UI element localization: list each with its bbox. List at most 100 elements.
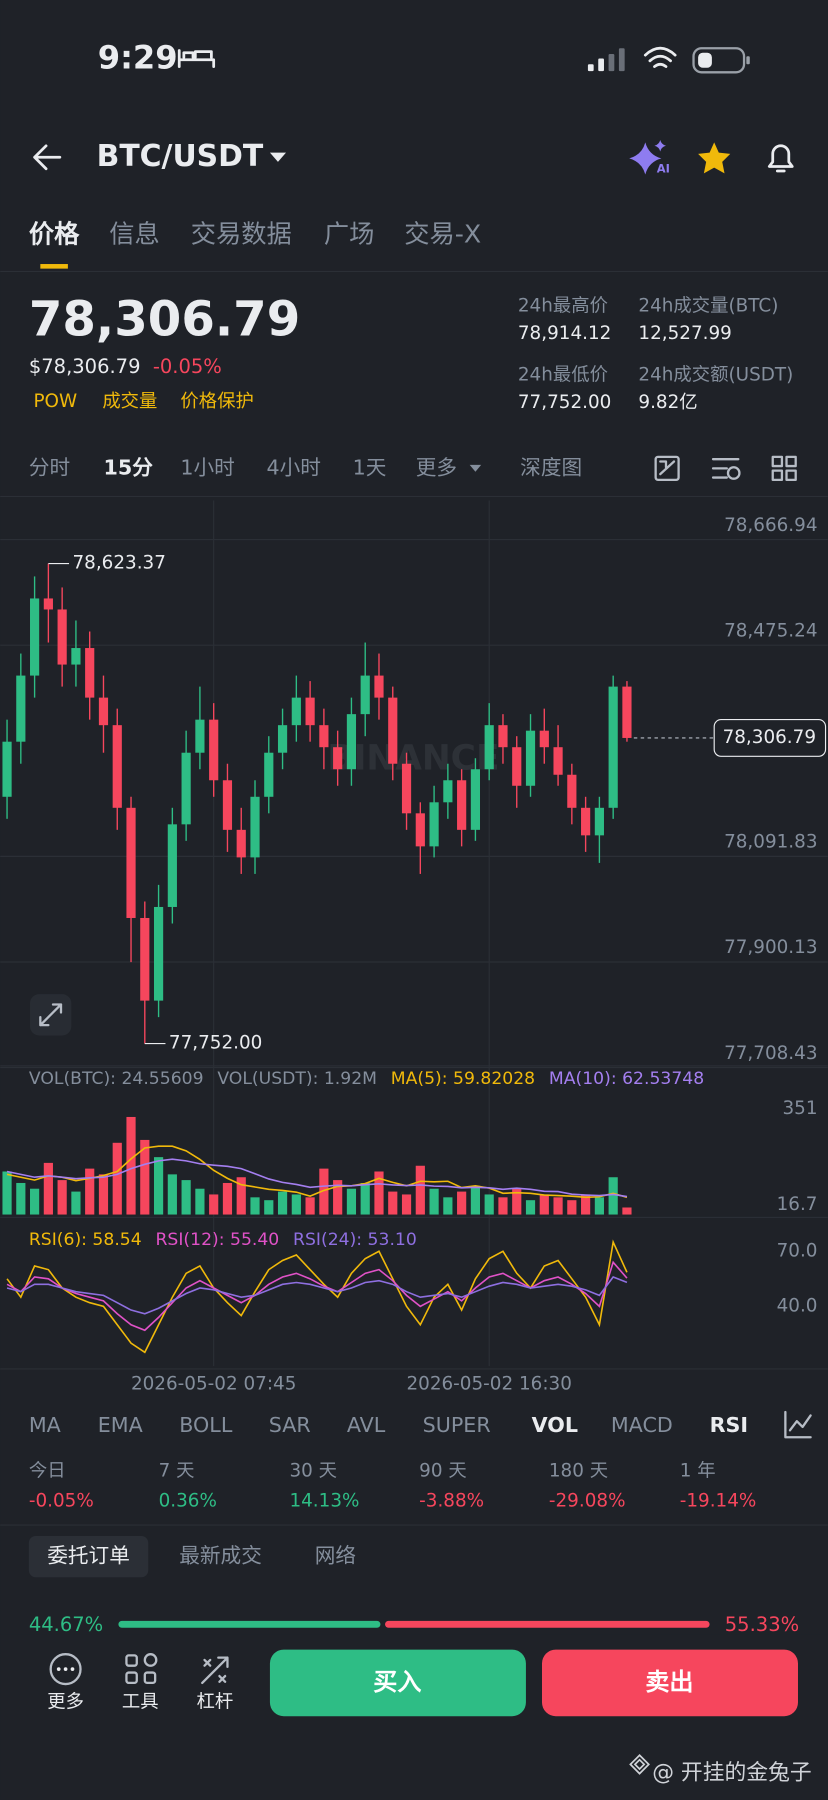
last-price-box	[713, 719, 827, 757]
interval[interactable]: 1天	[353, 455, 387, 479]
tag[interactable]: 价格保护	[180, 391, 253, 412]
sell-button[interactable]	[541, 1649, 798, 1717]
volume-bar	[2, 1171, 12, 1215]
candle-body	[498, 725, 508, 748]
volume-bar	[264, 1200, 274, 1215]
order-tab[interactable]: 最新成交	[179, 1544, 262, 1568]
volume-bar	[305, 1197, 315, 1215]
legend-entry: RSI(12): 55.40	[155, 1230, 279, 1250]
candle-body	[553, 747, 563, 775]
bell-button[interactable]	[767, 144, 794, 173]
tag[interactable]: 成交量	[102, 391, 157, 412]
indicator[interactable]: EMA	[98, 1413, 143, 1437]
battery-icon	[692, 47, 750, 74]
candle-body	[429, 802, 439, 847]
candle-body	[140, 917, 150, 1001]
candle-body	[16, 675, 26, 742]
volume-bar	[608, 1177, 618, 1215]
tools-button[interactable]: 工具	[122, 1653, 159, 1712]
period-change: -0.05%	[29, 1491, 94, 1512]
y-tick-label: 70.0	[777, 1240, 818, 1261]
volume-bar	[43, 1162, 53, 1215]
indicator[interactable]: SUPER	[423, 1413, 491, 1437]
volume-bar	[594, 1197, 604, 1215]
layout-icon[interactable]	[771, 455, 797, 481]
wifi-icon	[643, 46, 677, 68]
expand-button[interactable]	[30, 994, 72, 1036]
candle-body	[539, 730, 549, 748]
tag[interactable]: POW	[33, 391, 77, 412]
indicator[interactable]: AVL	[347, 1413, 386, 1437]
candle-body	[525, 730, 536, 786]
ai-label: AI	[657, 161, 670, 175]
legend-entry: VOL(BTC): 24.55609	[29, 1069, 204, 1089]
candle-body	[209, 719, 219, 781]
buy-ratio: 44.67%	[29, 1613, 103, 1636]
tab[interactable]: 交易数据	[191, 219, 292, 248]
indicator-active[interactable]: VOL	[532, 1413, 578, 1437]
favorite-star[interactable]	[698, 142, 731, 174]
order-tab-active[interactable]: 委托订单	[47, 1544, 130, 1568]
candle-body	[85, 648, 95, 698]
volume-bar	[553, 1197, 563, 1215]
indicator[interactable]: MA	[29, 1413, 61, 1437]
tab[interactable]: 信息	[109, 219, 160, 248]
interval[interactable]: 更多	[416, 455, 457, 479]
interval[interactable]: 分时	[29, 455, 70, 479]
volume-bar	[319, 1168, 329, 1215]
indicator-active[interactable]: RSI	[710, 1413, 748, 1437]
leverage-button[interactable]: 杠杆	[196, 1656, 233, 1713]
period-change: -19.14%	[680, 1491, 757, 1512]
nav-label: 工具	[122, 1691, 159, 1712]
candle-body	[567, 774, 577, 808]
volume-bar	[236, 1177, 246, 1215]
tab[interactable]: 广场	[324, 219, 375, 248]
indicator[interactable]: BOLL	[179, 1413, 233, 1437]
volume-bar	[140, 1139, 150, 1215]
interval-active[interactable]: 15分	[103, 455, 153, 479]
y-tick-label: 78,666.94	[724, 515, 817, 536]
candle-body	[319, 725, 329, 748]
candle-body	[333, 747, 343, 770]
sell-ratio: 55.33%	[725, 1613, 799, 1636]
volume-bar	[153, 1157, 164, 1215]
ai-button[interactable]: AI	[629, 140, 670, 175]
watermark-logo	[629, 1754, 650, 1775]
candle-body	[457, 780, 467, 830]
volume-bar	[512, 1188, 522, 1215]
volume-bar	[333, 1180, 343, 1215]
y-tick-label: 78,091.83	[724, 832, 817, 853]
ma-line	[6, 1158, 628, 1198]
candle-body	[222, 780, 233, 830]
chart-settings-icon[interactable]	[654, 455, 680, 481]
y-tick-label: 351	[782, 1098, 817, 1119]
sell-ratio-bar	[385, 1620, 710, 1628]
candle-body	[374, 675, 384, 698]
interval[interactable]: 4小时	[266, 455, 320, 479]
tab[interactable]: 交易-X	[404, 219, 481, 248]
chart-watermark: BINANCE	[327, 738, 499, 778]
period-label: 180 天	[549, 1461, 608, 1482]
indicator[interactable]: MACD	[611, 1413, 673, 1437]
drawing-icon[interactable]	[711, 458, 741, 480]
last-price-label: 78,306.79	[723, 727, 816, 748]
interval[interactable]: 1小时	[180, 455, 234, 479]
tab-active[interactable]: 价格	[29, 219, 80, 248]
indicator[interactable]: SAR	[269, 1413, 311, 1437]
interval[interactable]: 深度图	[520, 455, 582, 479]
stat-value: 9.82亿	[638, 392, 697, 413]
legend-entry: RSI(24): 53.10	[293, 1230, 417, 1250]
rsi-line	[6, 1276, 628, 1315]
pair-title[interactable]: BTC/USDT	[97, 139, 264, 174]
stat-label: 24h成交额(USDT)	[638, 364, 793, 385]
pair-dropdown[interactable]	[269, 152, 287, 162]
buy-button[interactable]	[269, 1649, 526, 1717]
stat-value: 77,752.00	[518, 392, 611, 413]
y-tick-label: 77,900.13	[724, 937, 817, 958]
back-button[interactable]	[33, 144, 62, 171]
usd-price: $78,306.79	[29, 355, 141, 378]
indicator-settings[interactable]	[784, 1410, 812, 1439]
order-tab[interactable]: 网络	[315, 1544, 356, 1568]
more-button[interactable]: 更多	[47, 1653, 84, 1712]
order-tab-pill	[28, 1535, 149, 1578]
